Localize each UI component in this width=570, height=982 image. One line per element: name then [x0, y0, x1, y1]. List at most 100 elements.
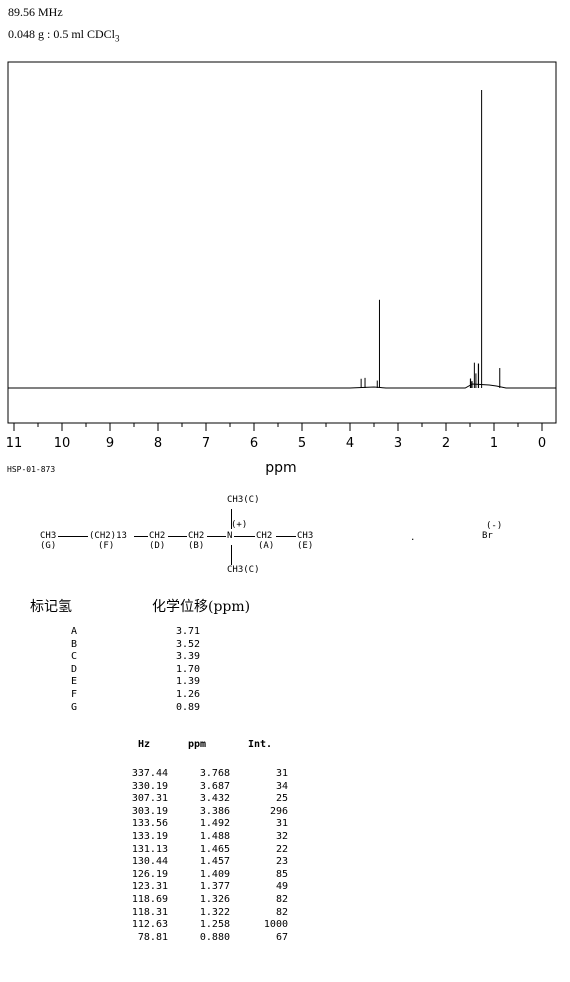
x-tick-label: 8 — [154, 436, 162, 451]
x-tick-label: 0 — [538, 436, 546, 451]
assignment-shift: 3.52 — [176, 638, 201, 650]
assignment-label: E — [71, 676, 78, 688]
nmr-spectrum-chart: 11 10 9 8 7 6 5 4 3 2 1 0 ppm — [6, 61, 557, 476]
spectrum-baseline — [8, 383, 556, 389]
n-charge: (+) — [231, 520, 248, 530]
assignment-shift: 1.39 — [176, 676, 201, 688]
peak-row: 130.44 1.457 23 — [0, 856, 570, 868]
x-tick-label: 2 — [442, 436, 450, 451]
x-tick-label: 3 — [394, 436, 402, 451]
peak-ppm: 1.322 — [199, 906, 230, 918]
x-axis: 11 10 9 8 7 6 5 4 3 2 1 0 — [6, 423, 546, 451]
bond-g-f — [58, 536, 88, 537]
x-tick-label: 5 — [298, 436, 306, 451]
assignment-row: F 1.26 — [0, 689, 570, 701]
assignment-label: A — [71, 626, 78, 637]
label-g: (G) — [40, 541, 57, 551]
label-e: (E) — [297, 541, 314, 551]
peak-row: 78.81 0.880 67 — [0, 932, 570, 944]
peak-ppm: 3.768 — [199, 768, 230, 779]
peak-ppm: 1.258 — [199, 919, 230, 931]
anion-charge: (-) — [486, 521, 503, 531]
sample-text: 0.048 g : 0.5 ml CDCl — [8, 27, 116, 41]
peak-ppm: 1.488 — [199, 831, 230, 842]
peak-ppm: 1.465 — [199, 843, 230, 855]
peak-hz: 337.44 — [131, 768, 168, 779]
sample-subscript: 3 — [115, 33, 120, 44]
peak-row: 118.69 1.326 82 — [0, 894, 570, 906]
assignment-row: E 1.39 — [0, 676, 570, 688]
x-tick-label: 10 — [54, 436, 71, 451]
assignment-shift: 3.39 — [176, 651, 201, 663]
peak-hz: 123.31 — [131, 881, 168, 893]
label-f: (F) — [98, 541, 115, 551]
peak-header-hz: Hz — [138, 739, 151, 750]
assignment-label: D — [71, 663, 78, 675]
peak-row: 131.13 1.465 22 — [0, 844, 570, 856]
bond-n-ch3-bottom — [231, 545, 232, 565]
peak-row: 123.31 1.377 49 — [0, 881, 570, 893]
peak-ppm: 0.880 — [199, 931, 230, 943]
assignment-label: C — [71, 651, 78, 663]
assignment-label: G — [71, 701, 78, 713]
peaks — [360, 90, 501, 388]
assignment-row: C 3.39 — [0, 651, 570, 663]
peak-int: 32 — [275, 831, 288, 842]
spectrum-code: HSP-01-873 — [7, 465, 56, 474]
peak-hz: 118.31 — [131, 906, 168, 918]
assignment-shift: 1.26 — [176, 689, 201, 700]
peak-int: 22 — [275, 843, 288, 855]
x-tick-label: 7 — [202, 436, 210, 451]
assignment-label-header: 标记氢 — [30, 599, 72, 615]
n-plus: N — [227, 531, 233, 541]
peak-header-ppm: ppm — [188, 739, 207, 750]
assignment-shift-header: 化学位移(ppm) — [152, 599, 251, 615]
peak-hz: 307.31 — [131, 793, 168, 805]
peak-int: 85 — [275, 868, 288, 880]
peak-hz: 133.56 — [131, 818, 168, 830]
assignment-shift: 3.71 — [176, 626, 201, 637]
peak-ppm: 3.386 — [199, 805, 230, 817]
x-tick-label: 9 — [106, 436, 114, 451]
ch2-b: CH2 — [188, 531, 205, 541]
peak-int: 82 — [275, 906, 288, 918]
peak-hz: 118.69 — [131, 894, 168, 905]
sample-concentration: 0.048 g : 0.5 ml CDCl3 — [8, 27, 120, 43]
bond-b-n — [207, 536, 226, 537]
peak-hz: 330.19 — [131, 780, 168, 792]
spectrometer-frequency: 89.56 MHz — [8, 5, 63, 19]
peak-row: 337.44 3.768 31 — [0, 768, 570, 780]
assignment-shift: 1.70 — [176, 663, 201, 675]
bond-f-d — [134, 536, 148, 537]
assignment-label: B — [71, 638, 78, 650]
peak-row: 118.31 1.322 82 — [0, 907, 570, 919]
x-axis-label: ppm — [265, 460, 296, 476]
ch3-e: CH3 — [297, 531, 314, 541]
assignment-row: B 3.52 — [0, 639, 570, 651]
peak-ppm: 3.432 — [199, 793, 230, 805]
peak-hz: 133.19 — [131, 831, 168, 842]
peak-header-int: Int. — [248, 739, 273, 750]
bond-n-ch3-top — [231, 509, 232, 529]
peak-hz: 112.63 — [131, 919, 168, 931]
ch3-g: CH3 — [40, 531, 57, 541]
anion-br: Br — [482, 531, 493, 541]
peak-hz: 303.19 — [131, 805, 168, 817]
peak-hz: 131.13 — [131, 843, 168, 855]
peak-int: 296 — [269, 805, 288, 817]
bond-d-b — [168, 536, 187, 537]
peak-hz: 126.19 — [131, 868, 168, 880]
ch2-f: (CH2)13 — [89, 531, 127, 541]
peak-row: 303.19 3.386 296 — [0, 806, 570, 818]
assignment-row: A 3.71 — [0, 626, 570, 638]
peak-int: 31 — [275, 768, 288, 779]
salt-dot: . — [410, 533, 416, 543]
peak-row: 330.19 3.687 34 — [0, 781, 570, 793]
peak-hz: 130.44 — [131, 856, 168, 868]
peak-ppm: 1.377 — [199, 881, 230, 893]
peak-int: 34 — [275, 780, 288, 792]
plot-frame — [7, 61, 557, 424]
peak-int: 23 — [275, 856, 288, 868]
peak-row: 133.19 1.488 32 — [0, 831, 570, 843]
peak-int: 31 — [275, 818, 288, 830]
